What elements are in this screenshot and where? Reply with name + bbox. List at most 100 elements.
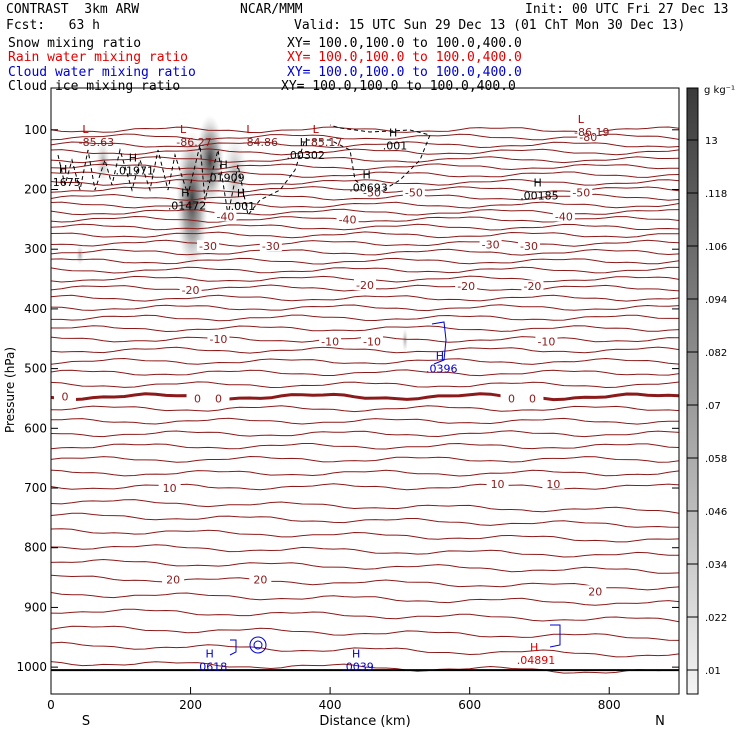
isotherm-label: -10 bbox=[321, 336, 339, 349]
high-value: .01472 bbox=[168, 200, 207, 213]
isotherm-label: 10 bbox=[491, 478, 505, 491]
isotherm-line bbox=[51, 661, 679, 674]
isotherm-line bbox=[51, 405, 679, 413]
isotherm-line bbox=[51, 346, 679, 354]
high-value: .04891 bbox=[517, 654, 556, 667]
isotherm-label: -40 bbox=[339, 213, 357, 226]
isotherm-label-bg bbox=[53, 390, 76, 402]
isotherm-line bbox=[51, 304, 679, 312]
isotherm-label: -10 bbox=[209, 333, 227, 346]
south-end-label: S bbox=[82, 714, 90, 729]
isotherm-label-bg bbox=[319, 335, 342, 347]
low-value: -85.63 bbox=[79, 136, 114, 149]
cloud-water-contours bbox=[229, 321, 561, 656]
isotherm-line bbox=[51, 430, 679, 438]
low-marker: L bbox=[180, 123, 187, 136]
isotherm-label-bg bbox=[179, 283, 202, 295]
colorbar-tick-label: .118 bbox=[705, 189, 727, 200]
x-tick-label: 200 bbox=[179, 698, 202, 712]
high-marker: H bbox=[362, 169, 370, 182]
colorbar-tick-label: .106 bbox=[705, 242, 727, 253]
field-cloud-water-xy: XY= 100.0,100.0 to 100.0,400.0 bbox=[287, 65, 522, 80]
low-marker: L bbox=[246, 123, 253, 136]
y-tick-label: 1000 bbox=[16, 660, 47, 674]
field-rain-label: Rain water mixing ratio bbox=[8, 50, 189, 65]
isotherm-label-bg bbox=[584, 585, 607, 597]
isotherm-label: 0 bbox=[194, 392, 201, 405]
isotherm-line bbox=[51, 455, 679, 463]
isotherm-line bbox=[51, 592, 679, 606]
x-tick-label: 0 bbox=[47, 698, 55, 712]
isotherm-line bbox=[51, 512, 679, 528]
isotherm-label-bg bbox=[336, 213, 359, 225]
isotherm-label: 0 bbox=[215, 392, 222, 405]
isotherm-label: -50 bbox=[363, 186, 381, 199]
isotherm-label: -30 bbox=[199, 240, 217, 253]
isotherm-label: 0 bbox=[508, 392, 515, 405]
high-marker: H bbox=[389, 126, 397, 139]
colorbar-unit: g kg⁻¹ bbox=[704, 85, 735, 96]
isotherm-label: -30 bbox=[520, 240, 538, 253]
isotherm-label: -40 bbox=[216, 210, 234, 223]
high-marker: H bbox=[181, 187, 189, 200]
high-marker: H bbox=[533, 176, 541, 189]
isotherm-label-bg bbox=[570, 186, 593, 198]
isotherm-line bbox=[51, 499, 679, 514]
isotherm-label: -20 bbox=[182, 284, 200, 297]
high-marker: H bbox=[352, 648, 360, 661]
field-snow-label: Snow mixing ratio bbox=[8, 36, 142, 51]
colorbar: 13 .118 .106 .094 .082 .07 .058 .046 .034 .022 .01… bbox=[686, 85, 735, 695]
isotherm-line bbox=[51, 369, 679, 377]
low-value: 85.17 bbox=[311, 136, 343, 149]
low-marker: L bbox=[313, 123, 320, 136]
colorbar-tick-label: .01 bbox=[705, 666, 721, 677]
isotherm-line bbox=[51, 133, 679, 141]
high-value: .0396 bbox=[426, 363, 458, 376]
isotherm-label: -50 bbox=[405, 186, 423, 199]
isotherm-label-bg bbox=[521, 392, 544, 404]
high-marker: H bbox=[59, 163, 67, 176]
isotherm-label-bg bbox=[552, 210, 575, 222]
isotherm-line bbox=[51, 171, 679, 178]
y-tick-label: 900 bbox=[24, 600, 47, 614]
isotherm-line bbox=[51, 558, 679, 574]
isotherm-label: 0 bbox=[61, 391, 68, 404]
low-value: -84.86 bbox=[243, 136, 278, 149]
valid-time: Valid: 15 UTC Sun 29 Dec 13 (01 ChT Mon … bbox=[294, 18, 686, 33]
isotherm-line bbox=[51, 417, 679, 425]
isotherm-line bbox=[51, 126, 679, 134]
isotherm-label-bg bbox=[259, 240, 282, 252]
organization-label: NCAR/MMM bbox=[240, 2, 303, 17]
isotherm-line bbox=[51, 442, 679, 450]
high-marker: H bbox=[129, 151, 137, 164]
isotherm-label-bg bbox=[197, 240, 219, 252]
high-value: .00693 bbox=[349, 182, 388, 195]
isotherm-line bbox=[51, 469, 679, 477]
high-marker: H bbox=[237, 187, 245, 200]
isotherm-line bbox=[51, 266, 679, 274]
x-tick-label: 800 bbox=[598, 698, 621, 712]
forecast-hour: Fcst: 63 h bbox=[6, 18, 100, 33]
x-axis-label: Distance (km) bbox=[319, 714, 410, 729]
colorbar-tick-label: .07 bbox=[705, 401, 721, 412]
isotherm-label: 20 bbox=[253, 573, 267, 586]
high-value: .01909 bbox=[206, 172, 245, 185]
isotherm-label: -20 bbox=[523, 280, 541, 293]
high-marker: H bbox=[300, 136, 308, 149]
isotherm-line bbox=[51, 574, 679, 591]
isotherm-line bbox=[51, 239, 679, 247]
isotherm-line bbox=[51, 294, 679, 302]
isotherm-line bbox=[51, 231, 679, 239]
colorbar-tick-label: .034 bbox=[705, 560, 727, 571]
isotherm-label: -20 bbox=[356, 279, 374, 292]
isotherm-line bbox=[51, 178, 679, 186]
isotherm-label: 20 bbox=[166, 573, 180, 586]
isotherm-label: 10 bbox=[546, 478, 560, 491]
isotherm-label-bg bbox=[455, 280, 478, 292]
high-value: .1675 bbox=[49, 176, 81, 189]
isotherm-label: -30 bbox=[482, 238, 500, 251]
y-tick-label: 500 bbox=[24, 362, 47, 376]
isotherm-label: 10 bbox=[163, 482, 177, 495]
isotherm-label: -50 bbox=[572, 186, 590, 199]
